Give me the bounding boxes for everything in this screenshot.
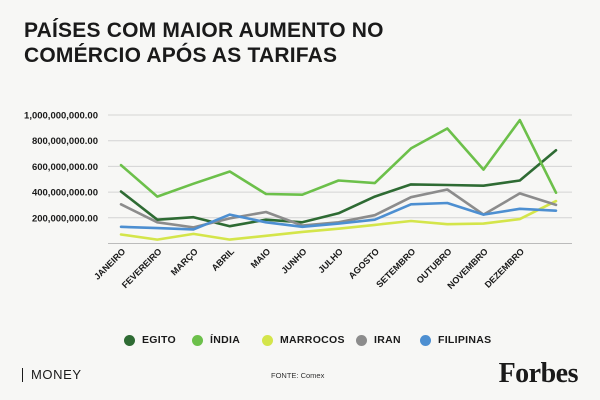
legend-item-índia: ÍNDIA: [192, 334, 240, 346]
y-tick-label: 800,000,000.00: [32, 136, 98, 147]
y-tick-label: 200,000,000.00: [32, 213, 98, 224]
x-tick-label: JULHO: [316, 246, 345, 275]
series-line-marrocos: [119, 199, 558, 241]
x-tick-label: ABRIL: [210, 246, 237, 273]
series-line-egito: [119, 149, 558, 228]
legend-label: FILIPINAS: [438, 334, 492, 346]
series-line-filipinas: [119, 201, 558, 231]
legend-item-marrocos: MARROCOS: [262, 334, 345, 346]
section-label: MONEY: [22, 368, 82, 382]
chart-title: Países com maior aumento no comércio apó…: [24, 19, 384, 67]
x-tick-label: MARÇO: [169, 246, 200, 277]
x-tick-label: SETEMBRO: [374, 246, 417, 289]
x-tick-label: AGOSTO: [347, 246, 382, 281]
legend-swatch: [356, 334, 367, 346]
y-tick-label: 1,000,000,000.00: [24, 111, 98, 122]
x-tick-label: MAIO: [249, 246, 273, 270]
legend-swatch: [124, 334, 135, 346]
legend-label: MARROCOS: [280, 334, 345, 346]
y-tick-label: 600,000,000.00: [32, 162, 98, 173]
legend-swatch: [262, 334, 273, 346]
legend-swatch: [192, 334, 203, 346]
legend-label: IRAN: [374, 334, 401, 346]
source-note: FONTE: Comex: [271, 371, 325, 380]
x-tick-label: OUTUBRO: [414, 246, 453, 285]
legend-item-egito: EGITO: [124, 334, 176, 346]
legend-label: EGITO: [142, 334, 176, 346]
legend-item-iran: IRAN: [356, 334, 401, 346]
forbes-logo: Forbes: [498, 358, 579, 389]
legend-item-filipinas: FILIPINAS: [420, 334, 491, 346]
y-tick-label: 400,000,000.00: [32, 188, 98, 199]
x-tick-label: JUNHO: [279, 246, 308, 275]
series-line-índia: [119, 118, 558, 198]
chart-legend: EGITO ÍNDIA MARROCOS IRAN FILIPINAS: [0, 334, 600, 352]
legend-swatch: [420, 334, 431, 346]
legend-label: ÍNDIA: [210, 334, 241, 346]
x-tick-label: JANEIRO: [92, 246, 127, 281]
